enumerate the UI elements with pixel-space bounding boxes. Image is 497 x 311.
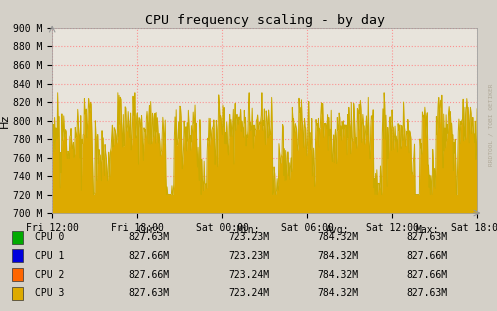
Text: 784.32M: 784.32M [318, 251, 358, 261]
Text: 827.66M: 827.66M [129, 251, 169, 261]
Text: CPU 1: CPU 1 [35, 251, 64, 261]
Text: Avg:: Avg: [326, 225, 350, 235]
Text: 723.24M: 723.24M [228, 288, 269, 298]
Text: 827.66M: 827.66M [407, 251, 448, 261]
Text: 827.63M: 827.63M [129, 288, 169, 298]
Text: 723.24M: 723.24M [228, 270, 269, 280]
Text: CPU 2: CPU 2 [35, 270, 64, 280]
Text: 827.63M: 827.63M [407, 232, 448, 242]
Text: Min:: Min: [237, 225, 260, 235]
Title: CPU frequency scaling - by day: CPU frequency scaling - by day [145, 14, 385, 27]
FancyBboxPatch shape [12, 268, 23, 281]
Text: Max:: Max: [415, 225, 439, 235]
Text: 784.32M: 784.32M [318, 270, 358, 280]
Text: 723.23M: 723.23M [228, 251, 269, 261]
Text: Cur:: Cur: [137, 225, 161, 235]
Text: 723.23M: 723.23M [228, 232, 269, 242]
FancyBboxPatch shape [12, 287, 23, 300]
Text: 827.66M: 827.66M [129, 270, 169, 280]
Text: 784.32M: 784.32M [318, 288, 358, 298]
Text: 827.66M: 827.66M [407, 270, 448, 280]
FancyBboxPatch shape [12, 249, 23, 262]
Text: CPU 3: CPU 3 [35, 288, 64, 298]
Text: RRDTOOL / TOBI OETIKER: RRDTOOL / TOBI OETIKER [489, 83, 494, 166]
Text: CPU 0: CPU 0 [35, 232, 64, 242]
Text: 784.32M: 784.32M [318, 232, 358, 242]
Text: 827.63M: 827.63M [129, 232, 169, 242]
FancyBboxPatch shape [12, 231, 23, 244]
Text: 827.63M: 827.63M [407, 288, 448, 298]
Y-axis label: Hz: Hz [0, 114, 10, 128]
